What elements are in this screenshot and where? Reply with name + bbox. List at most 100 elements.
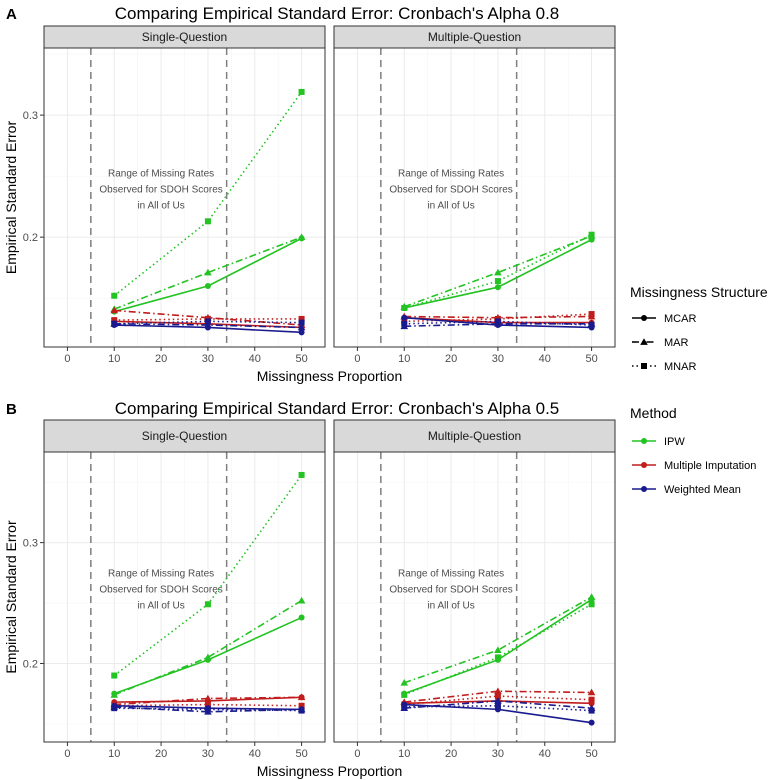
panel-border: [333, 451, 616, 743]
legend-label: IPW: [664, 436, 685, 448]
x-tick-label: 10: [108, 748, 120, 760]
x-tick-label: 0: [64, 748, 70, 760]
x-tick-label: 20: [445, 748, 457, 760]
x-tick-label: 40: [539, 748, 551, 760]
series-group: [400, 593, 596, 726]
data-point-weighted-mean-mar: [204, 321, 212, 328]
y-tick-label: 0.3: [23, 110, 38, 122]
series-line-multiple-imputation-mar: [404, 690, 592, 703]
legend-label: MNAR: [664, 361, 696, 373]
x-tick-label: 50: [295, 353, 307, 365]
series-line-ipw-mar: [113, 599, 302, 696]
charts-layer: A Comparing Empirical Standard Error: Cro…: [3, 4, 616, 779]
data-point-weighted-mean-mnar: [298, 319, 305, 326]
x-tick-label: 30: [492, 353, 504, 365]
data-point-ipw-mnar: [494, 654, 501, 661]
legend-label: Multiple Imputation: [664, 460, 756, 472]
annotation-line: Observed for SDOH Scores: [389, 185, 512, 196]
annotation-line: in All of Us: [427, 201, 474, 212]
chart-a: A Comparing Empirical Standard Error: Cro…: [3, 4, 616, 384]
y-axis-title: Empirical Standard Error: [3, 520, 19, 674]
data-point-ipw-mnar: [204, 218, 211, 225]
x-tick-label: 40: [539, 353, 551, 365]
legend-key-marker: [640, 338, 648, 345]
series-group: [110, 88, 306, 336]
x-tick-label: 10: [398, 748, 410, 760]
data-point-weighted-mean-mnar: [588, 707, 595, 714]
data-point-weighted-mean-mnar: [401, 703, 408, 710]
data-point-weighted-mean-mcar: [401, 314, 408, 321]
data-point-ipw-mar: [400, 678, 409, 686]
data-point-ipw-mnar: [401, 304, 408, 311]
data-point-multiple-imputation-mar: [204, 694, 212, 702]
x-tick-label: 40: [249, 748, 261, 760]
data-point-ipw-mnar: [401, 691, 408, 698]
data-point-multiple-imputation-mar: [297, 693, 306, 701]
annotation-line: in All of Us: [137, 601, 184, 612]
facet-strip-label: Single-Question: [142, 429, 227, 443]
annotation-line: Observed for SDOH Scores: [389, 585, 512, 596]
data-point-ipw-mnar: [298, 471, 305, 478]
data-point-ipw-mar: [297, 596, 306, 604]
data-point-multiple-imputation-mar: [494, 687, 502, 695]
x-tick-label: 20: [445, 353, 457, 365]
annotation-line: in All of Us: [137, 201, 184, 212]
data-point-weighted-mean-mnar: [588, 322, 595, 329]
chart-tag: B: [6, 401, 17, 418]
x-tick-label: 20: [155, 353, 167, 365]
facet-strip-label: Multiple-Question: [428, 429, 521, 443]
annotation-line: Observed for SDOH Scores: [99, 585, 222, 596]
series-group: [110, 471, 306, 715]
legend-item-mnar: MNAR: [632, 361, 696, 373]
panel-single-question: Single-Question Range of Missing Rates Obs…: [23, 25, 326, 365]
chart-b: B Comparing Empirical Standard Error: Cro…: [3, 399, 616, 779]
x-tick-label: 40: [249, 353, 261, 365]
data-point-ipw-mnar: [111, 292, 118, 299]
data-point-ipw-mar: [587, 593, 596, 600]
data-point-weighted-mean-mnar: [298, 707, 305, 714]
y-tick-label: 0.2: [23, 658, 38, 670]
legend-item-weighted-mean: Weighted Mean: [632, 484, 741, 496]
facet-strip-label: Single-Question: [142, 30, 227, 44]
legend: Missingness Structure Method MCAR MAR MNAR…: [630, 284, 768, 496]
legend-label: MAR: [664, 337, 689, 349]
x-tick-label: 20: [155, 748, 167, 760]
series-line-ipw-mnar: [404, 234, 592, 309]
x-tick-label: 50: [295, 748, 307, 760]
data-point-weighted-mean-mar: [494, 697, 502, 704]
data-point-ipw-mcar: [298, 614, 305, 621]
y-tick-label: 0.3: [23, 538, 38, 550]
data-point-weighted-mean-mnar: [111, 705, 118, 712]
data-point-weighted-mean-mnar: [204, 706, 211, 713]
x-tick-label: 30: [202, 748, 214, 760]
annotation-line: Range of Missing Rates: [398, 569, 504, 580]
panel-multiple-question: Multiple-Question Range of Missing Rates O…: [333, 25, 616, 365]
data-point-ipw-mcar: [204, 282, 211, 289]
series-line-ipw-mar: [113, 236, 302, 310]
data-point-multiple-imputation-mnar: [494, 693, 501, 700]
annotation-line: in All of Us: [427, 601, 474, 612]
legend-item-mcar: MCAR: [632, 313, 696, 325]
legend-key-marker: [641, 486, 647, 492]
legend-method-title: Method: [630, 405, 677, 421]
data-point-weighted-mean-mcar: [298, 329, 305, 336]
data-point-multiple-imputation-mnar: [298, 315, 305, 322]
gridlines: [334, 48, 615, 347]
data-point-weighted-mean-mnar: [494, 318, 501, 325]
data-point-ipw-mar: [494, 268, 502, 276]
legend-key-marker: [641, 438, 647, 444]
gridlines: [44, 48, 325, 347]
panel-border: [43, 47, 326, 348]
data-point-multiple-imputation-mar: [587, 688, 596, 696]
series-line-ipw-mar: [403, 596, 592, 684]
facet-strip: [333, 419, 616, 453]
y-tick-label: 0.2: [23, 232, 38, 244]
data-point-ipw-mnar: [588, 231, 595, 238]
chart-title: Comparing Empirical Standard Error: Cron…: [115, 4, 560, 23]
legend-items: MCAR MAR MNAR IPW Multiple Imputation Weighte…: [632, 313, 756, 496]
data-point-ipw-mar: [204, 268, 212, 276]
legend-label: Weighted Mean: [664, 484, 741, 496]
data-point-weighted-mean-mar: [297, 323, 306, 331]
data-point-multiple-imputation-mnar: [588, 311, 595, 318]
